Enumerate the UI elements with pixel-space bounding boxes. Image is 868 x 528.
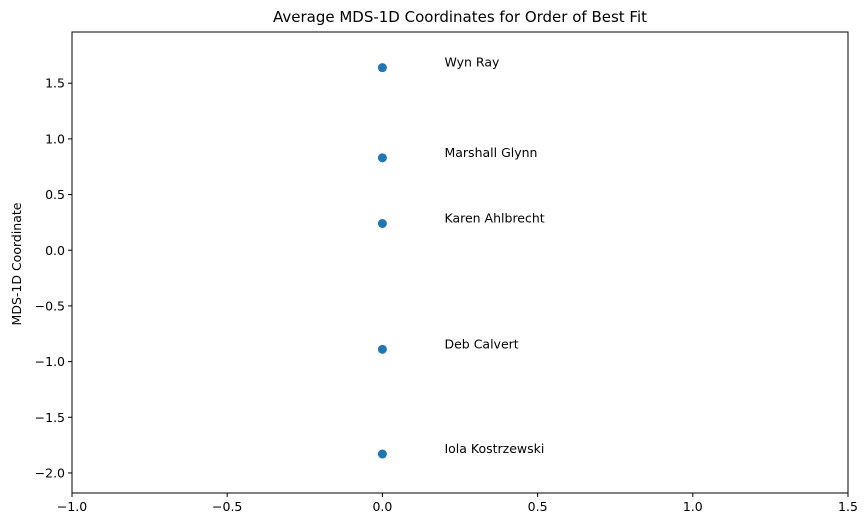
chart-title: Average MDS-1D Coordinates for Order of …	[273, 8, 647, 26]
point-label: Karen Ahlbrecht	[444, 211, 544, 226]
x-tick-label: 1.0	[683, 499, 703, 514]
x-tick-label: 0.0	[372, 499, 392, 514]
y-tick-label: −1.0	[35, 354, 65, 369]
data-point	[377, 219, 387, 229]
x-tick-label: −1.0	[57, 499, 87, 514]
y-tick-label: 1.0	[45, 131, 65, 146]
point-labels: Wyn Ray Marshall Glynn Karen Ahlbrecht Deb …	[444, 55, 544, 456]
x-tick-label: 1.5	[838, 499, 858, 514]
data-points	[377, 63, 387, 459]
data-point	[377, 153, 387, 163]
y-tick-label: 0.0	[45, 243, 65, 258]
y-tick-label: 0.5	[45, 187, 65, 202]
point-label: Wyn Ray	[444, 55, 500, 70]
data-point	[377, 449, 387, 459]
point-label: Deb Calvert	[444, 336, 518, 351]
y-tick-label: 1.5	[45, 76, 65, 91]
plot-frame	[71, 31, 849, 494]
point-label: Iola Kostrzewski	[444, 441, 544, 456]
data-point	[377, 344, 387, 354]
x-tick-label: 0.5	[528, 499, 548, 514]
y-axis-label: MDS-1D Coordinate	[9, 202, 24, 325]
data-point	[377, 63, 387, 73]
point-label: Marshall Glynn	[444, 145, 537, 160]
y-tick-label: −0.5	[35, 298, 65, 313]
y-axis: 1.5 1.0 0.5 0.0 −0.5 −1.0 −1.5 −2.0	[35, 76, 72, 480]
y-tick-label: −2.0	[35, 465, 65, 480]
y-tick-label: −1.5	[35, 410, 65, 425]
x-tick-label: −0.5	[212, 499, 242, 514]
x-axis: −1.0 −0.5 0.0 0.5 1.0 1.5	[57, 493, 858, 514]
